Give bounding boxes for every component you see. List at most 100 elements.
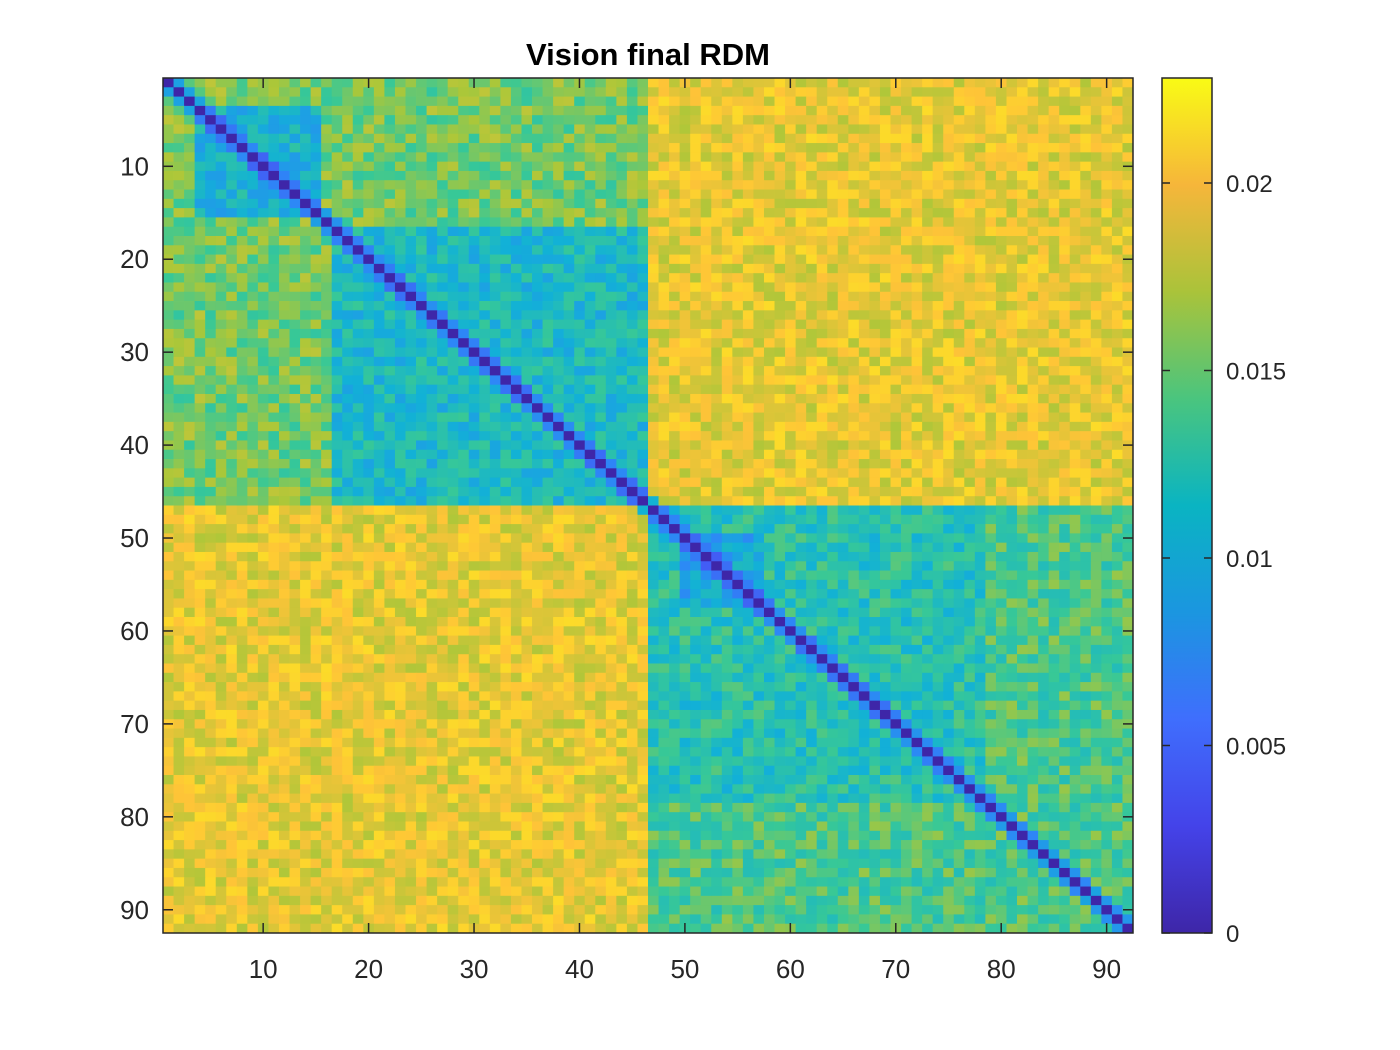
heatmap-cell (447, 449, 459, 460)
heatmap-cell (215, 403, 227, 413)
heatmap-cell (236, 412, 248, 423)
heatmap-cell (700, 459, 712, 469)
heatmap-cell (247, 477, 259, 488)
heatmap-cell (321, 310, 333, 321)
heatmap-cell (532, 431, 543, 441)
heatmap-cell (458, 496, 470, 506)
heatmap-cell (700, 208, 712, 218)
heatmap-cell (394, 170, 406, 181)
heatmap-cell (194, 273, 206, 283)
heatmap-cell (247, 347, 259, 358)
heatmap-cell (1101, 143, 1113, 153)
heatmap-cell (173, 282, 185, 293)
heatmap-cell (215, 152, 227, 163)
heatmap-cell (384, 301, 396, 311)
heatmap-cell (289, 533, 301, 544)
heatmap-cell (268, 291, 280, 302)
heatmap-cell (742, 310, 754, 321)
heatmap-cell (985, 87, 997, 97)
heatmap-cell (732, 440, 744, 451)
heatmap-cell (184, 551, 196, 562)
heatmap-cell (163, 189, 174, 200)
heatmap-cell (637, 208, 649, 218)
heatmap-cell (342, 524, 354, 534)
heatmap-cell (184, 421, 196, 432)
heatmap-cell (184, 412, 196, 423)
heatmap-cell (911, 161, 923, 172)
heatmap-cell (964, 412, 976, 423)
heatmap-cell (163, 87, 174, 97)
heatmap-cell (985, 161, 997, 172)
heatmap-cell (869, 319, 881, 330)
heatmap-cell (785, 208, 797, 218)
heatmap-cell (1006, 514, 1018, 525)
heatmap-cell (236, 263, 248, 274)
heatmap-cell (626, 477, 638, 488)
heatmap-cell (584, 263, 596, 274)
heatmap-cell (1048, 152, 1060, 163)
heatmap-cell (416, 301, 427, 311)
heatmap-cell (278, 133, 290, 144)
heatmap-cell (1017, 533, 1028, 544)
heatmap-cell (194, 310, 206, 321)
heatmap-cell (669, 384, 681, 395)
heatmap-cell (1069, 524, 1081, 534)
heatmap-cell (236, 245, 248, 255)
heatmap-cell (616, 152, 628, 163)
heatmap-cell (373, 291, 385, 302)
heatmap-cell (500, 412, 512, 423)
heatmap-cell (405, 235, 417, 246)
heatmap-cell (763, 431, 775, 441)
heatmap-cell (1122, 393, 1134, 404)
heatmap-cell (1038, 245, 1050, 255)
heatmap-cell (753, 282, 765, 293)
heatmap-cell (858, 542, 870, 553)
heatmap-cell (342, 273, 354, 283)
heatmap-cell (468, 226, 480, 237)
heatmap-cell (616, 78, 628, 88)
heatmap-cell (268, 319, 280, 330)
heatmap-cell (437, 496, 449, 506)
heatmap-cell (1122, 551, 1134, 562)
heatmap-cell (700, 533, 712, 544)
heatmap-cell (300, 551, 312, 562)
heatmap-cell (637, 263, 649, 274)
heatmap-cell (1090, 78, 1102, 88)
heatmap-cell (985, 96, 997, 107)
heatmap-cell (373, 208, 385, 218)
heatmap-cell (1059, 459, 1071, 469)
heatmap-cell (637, 161, 649, 172)
heatmap-cell (922, 561, 934, 571)
heatmap-cell (1048, 366, 1060, 376)
heatmap-cell (247, 217, 259, 228)
heatmap-cell (310, 347, 322, 358)
heatmap-cell (352, 347, 364, 358)
heatmap-cell (932, 143, 944, 153)
heatmap-cell (321, 356, 333, 367)
heatmap-cell (1069, 319, 1081, 330)
heatmap-cell (827, 208, 839, 218)
heatmap-cell (363, 421, 375, 432)
heatmap-cell (932, 105, 944, 116)
heatmap-cell (679, 263, 691, 274)
heatmap-cell (1069, 170, 1081, 181)
heatmap-cell (806, 180, 818, 190)
heatmap-cell (184, 301, 196, 311)
heatmap-cell (626, 393, 638, 404)
heatmap-cell (679, 310, 691, 321)
heatmap-cell (890, 496, 902, 506)
heatmap-cell (763, 524, 775, 534)
heatmap-cell (300, 235, 312, 246)
heatmap-cell (953, 282, 965, 293)
heatmap-cell (1059, 245, 1071, 255)
heatmap-cell (278, 226, 290, 237)
heatmap-cell (458, 263, 470, 274)
heatmap-cell (321, 170, 333, 181)
heatmap-cell (268, 105, 280, 116)
heatmap-cell (215, 477, 227, 488)
heatmap-cell (163, 403, 174, 413)
heatmap-cell (500, 468, 512, 479)
heatmap-cell (795, 226, 807, 237)
heatmap-cell (310, 87, 322, 97)
heatmap-cell (194, 514, 206, 525)
